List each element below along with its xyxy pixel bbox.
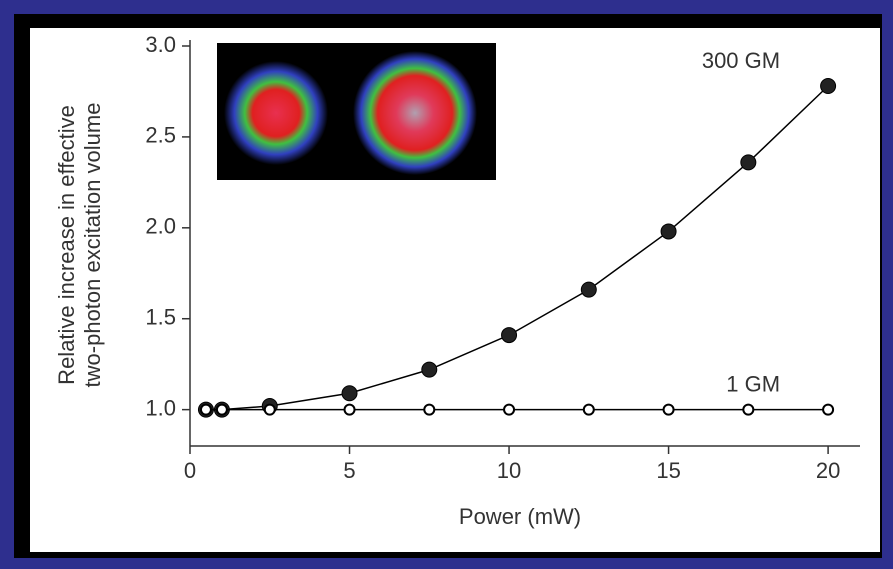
- data-point: [342, 386, 357, 401]
- x-tick-label: 0: [184, 458, 196, 483]
- inset-spot: [224, 61, 328, 165]
- series-label: 300 GM: [702, 48, 780, 73]
- x-tick-label: 15: [656, 458, 680, 483]
- y-tick-label: 2.0: [145, 214, 176, 239]
- data-point: [821, 79, 836, 94]
- x-tick-label: 20: [816, 458, 840, 483]
- y-tick-label: 3.0: [145, 32, 176, 57]
- series-label: 1 GM: [726, 371, 780, 396]
- data-point: [345, 405, 355, 415]
- data-point: [504, 405, 514, 415]
- x-tick-label: 5: [343, 458, 355, 483]
- y-tick-label: 1.5: [145, 305, 176, 330]
- y-tick-label: 2.5: [145, 123, 176, 148]
- data-point: [217, 405, 227, 415]
- page: Power (mW) Relative increase in effectiv…: [0, 0, 893, 564]
- data-point: [424, 405, 434, 415]
- data-point: [581, 282, 596, 297]
- y-axis-label: two-photon excitation volume: [80, 103, 105, 388]
- data-point: [502, 328, 517, 343]
- data-point: [743, 405, 753, 415]
- data-point: [422, 362, 437, 377]
- data-point: [265, 405, 275, 415]
- y-tick-label: 1.0: [145, 395, 176, 420]
- x-axis-label: Power (mW): [459, 504, 581, 529]
- data-point: [661, 224, 676, 239]
- data-point: [664, 405, 674, 415]
- x-tick-label: 10: [497, 458, 521, 483]
- data-point: [741, 155, 756, 170]
- inset-spot: [353, 51, 477, 175]
- data-point: [201, 405, 211, 415]
- y-axis-label: Relative increase in effective: [54, 105, 79, 385]
- data-point: [584, 405, 594, 415]
- data-point: [823, 405, 833, 415]
- chart: Power (mW) Relative increase in effectiv…: [0, 0, 893, 564]
